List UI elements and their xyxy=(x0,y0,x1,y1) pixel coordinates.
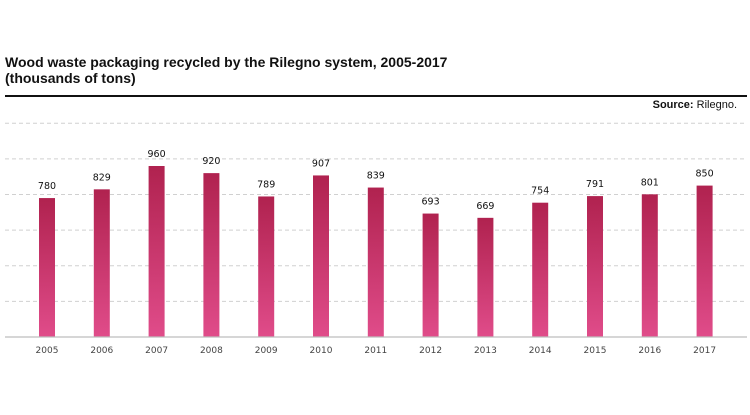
bar-value-label-2009: 789 xyxy=(257,179,275,190)
bar-2005 xyxy=(39,198,55,337)
bar-2010 xyxy=(313,175,329,337)
bar-2009 xyxy=(258,196,275,337)
x-tick-2016: 2016 xyxy=(638,346,661,356)
bar-value-label-2010: 907 xyxy=(312,158,330,169)
x-tick-2010: 2010 xyxy=(310,346,333,356)
bar-value-label-2005: 780 xyxy=(38,181,56,192)
x-axis-ticks: 2005 2006 2007 2008 2009 2010 2011 2012 2013 2014… xyxy=(36,346,717,356)
bar-value-labels: 780 829 960 920 789 907 839 693 669 754 791 801 850 xyxy=(38,149,714,212)
x-tick-2012: 2012 xyxy=(419,346,442,356)
bar-2017 xyxy=(696,185,713,337)
bar-2013 xyxy=(477,217,494,337)
x-tick-2015: 2015 xyxy=(584,346,607,356)
bar-value-label-2008: 920 xyxy=(202,156,220,167)
chart-title: Wood waste packaging recycled by the Ril… xyxy=(5,54,705,86)
x-tick-2005: 2005 xyxy=(36,346,59,356)
bar-value-label-2007: 960 xyxy=(148,149,166,160)
x-tick-2008: 2008 xyxy=(200,346,223,356)
bar-2015 xyxy=(587,196,603,337)
source-note: Source: Rilegno. xyxy=(653,99,737,111)
x-tick-2007: 2007 xyxy=(145,346,168,356)
bar-value-label-2016: 801 xyxy=(641,177,659,188)
bar-value-label-2017: 850 xyxy=(696,169,714,180)
x-tick-2017: 2017 xyxy=(693,346,716,356)
title-rule xyxy=(5,95,747,97)
bar-2011 xyxy=(367,187,384,337)
bar-value-label-2015: 791 xyxy=(586,179,604,190)
bar-value-label-2012: 693 xyxy=(422,197,440,208)
bar-2016 xyxy=(641,194,658,337)
x-tick-2014: 2014 xyxy=(529,346,552,356)
bar-2007 xyxy=(148,166,165,337)
source-value: Rilegno. xyxy=(696,99,737,111)
source-label: Source: xyxy=(652,99,694,111)
bars xyxy=(39,166,713,337)
x-tick-2009: 2009 xyxy=(255,346,278,356)
bar-value-label-2006: 829 xyxy=(93,172,111,183)
x-tick-2006: 2006 xyxy=(90,346,113,356)
bar-value-label-2014: 754 xyxy=(531,186,549,197)
x-tick-2011: 2011 xyxy=(364,346,387,356)
bar-2006 xyxy=(93,189,110,337)
x-tick-2013: 2013 xyxy=(474,346,497,356)
bar-2012 xyxy=(422,213,439,337)
bar-value-label-2013: 669 xyxy=(476,201,494,212)
bar-2014 xyxy=(532,202,549,337)
bar-value-label-2011: 839 xyxy=(367,171,385,182)
chart-title-line2: (thousands of tons) xyxy=(5,70,136,86)
chart-title-line1: Wood waste packaging recycled by the Ril… xyxy=(5,54,448,70)
bar-2008 xyxy=(203,173,220,337)
